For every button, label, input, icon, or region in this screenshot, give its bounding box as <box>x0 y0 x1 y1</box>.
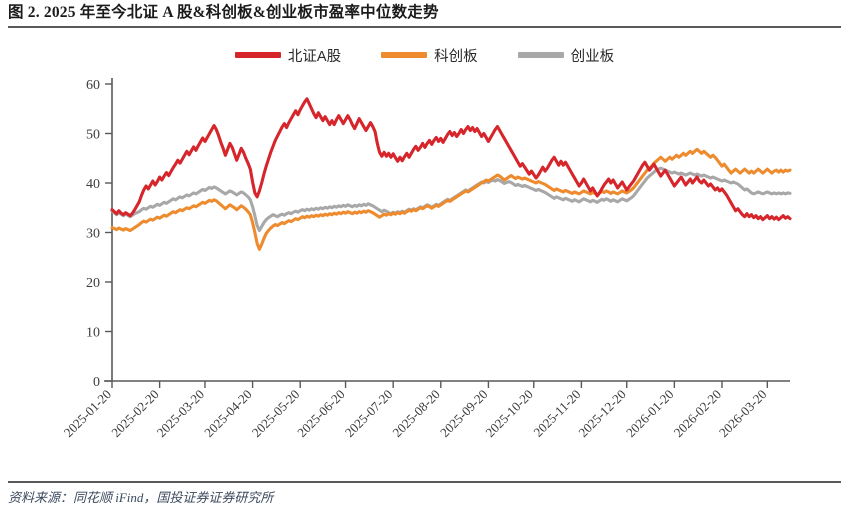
x-tick-label: 2025-10-20 <box>482 387 536 441</box>
title-divider <box>8 26 841 28</box>
legend-swatch-bzA <box>234 52 281 58</box>
line-chart: 0 10 20 30 40 50 60 2025-01-202025-02-202025-03… <box>61 78 792 441</box>
legend-swatch-kcb <box>381 52 428 58</box>
footer-divider <box>8 481 841 483</box>
y-tick-label: 10 <box>86 326 100 341</box>
x-tick-label: 2025-05-20 <box>249 387 303 441</box>
legend-item-kcb[interactable]: 科创板 <box>381 45 478 66</box>
x-tick-label: 2025-11-20 <box>530 387 583 440</box>
x-tick-label: 2026-01-20 <box>623 387 677 441</box>
legend-label-cyb: 创业板 <box>570 48 615 65</box>
x-tick-label: 2025-07-20 <box>342 387 396 441</box>
y-tick-label: 50 <box>86 128 100 143</box>
x-tick-label: 2026-03-20 <box>716 387 770 441</box>
source-note: 资料来源：同花顺 iFind，国投证券证券研究所 <box>8 490 274 505</box>
y-tick-label: 0 <box>93 375 100 390</box>
legend-label-kcb: 科创板 <box>434 48 478 65</box>
series-line-1 <box>110 147 792 251</box>
legend-swatch-cyb <box>517 52 564 58</box>
x-tick-label: 2025-01-20 <box>61 387 115 441</box>
y-tick-label: 20 <box>86 276 100 291</box>
x-tick-label: 2025-02-20 <box>108 387 162 441</box>
y-tick-label: 30 <box>86 227 100 242</box>
plot-area: 0 10 20 30 40 50 60 2025-01-20 2025-02-20 2025-03… <box>0 68 849 468</box>
chart-legend: 北证A股 科创板 创业板 <box>0 42 849 68</box>
legend-item-cyb[interactable]: 创业板 <box>517 45 615 66</box>
x-tick-label: 2025-03-20 <box>154 387 208 441</box>
legend-item-bzA[interactable]: 北证A股 <box>234 45 342 66</box>
figure-title: 图 2. 2025 年至今北证 A 股&科创板&创业板市盈率中位数走势 <box>8 4 439 21</box>
series-line-0 <box>110 97 792 222</box>
x-tick-label: 2025-08-20 <box>389 387 443 441</box>
x-tick-label: 2025-04-20 <box>201 387 255 441</box>
x-tick-label: 2025-12-20 <box>575 387 629 441</box>
x-tick-label: 2025-06-20 <box>294 387 348 441</box>
legend-label-bzA: 北证A股 <box>287 48 342 65</box>
x-tick-label: 2026-02-20 <box>671 387 725 441</box>
y-tick-label: 60 <box>86 78 100 93</box>
y-tick-label: 40 <box>86 177 100 192</box>
x-tick-label: 2025-09-20 <box>437 387 491 441</box>
